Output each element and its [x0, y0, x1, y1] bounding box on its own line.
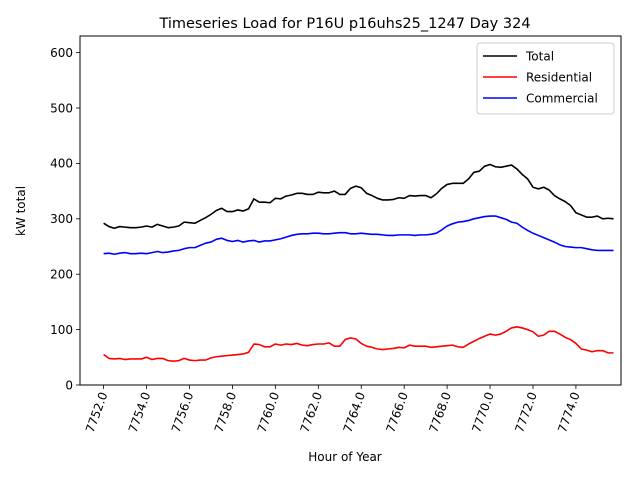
plot-lines [103, 163, 614, 362]
legend-label-residential: Residential [526, 71, 592, 85]
series-line-total [103, 163, 614, 230]
y-tick-label: 400 [50, 157, 73, 171]
y-axis-ticks: 0 100 200 300 400 500 600 [50, 46, 80, 392]
x-axis-label: Hour of Year [308, 450, 382, 464]
y-tick-label: 600 [50, 46, 73, 60]
y-tick-label: 500 [50, 101, 73, 115]
legend-box [476, 42, 615, 115]
series-line-residential [103, 326, 614, 362]
series-line-commercial [103, 215, 614, 256]
y-tick-label: 300 [50, 212, 73, 226]
y-axis-label: kW total [14, 186, 28, 236]
legend: Total Residential Commercial [476, 42, 615, 115]
chart-title: Timeseries Load for P16U p16uhs25_1247 D… [158, 16, 530, 32]
y-tick-label: 100 [50, 323, 73, 337]
legend-label-total: Total [525, 50, 554, 64]
legend-label-commercial: Commercial [526, 92, 598, 106]
y-tick-label: 200 [50, 268, 73, 282]
y-tick-label: 0 [65, 378, 73, 392]
plot-frame [79, 35, 622, 386]
